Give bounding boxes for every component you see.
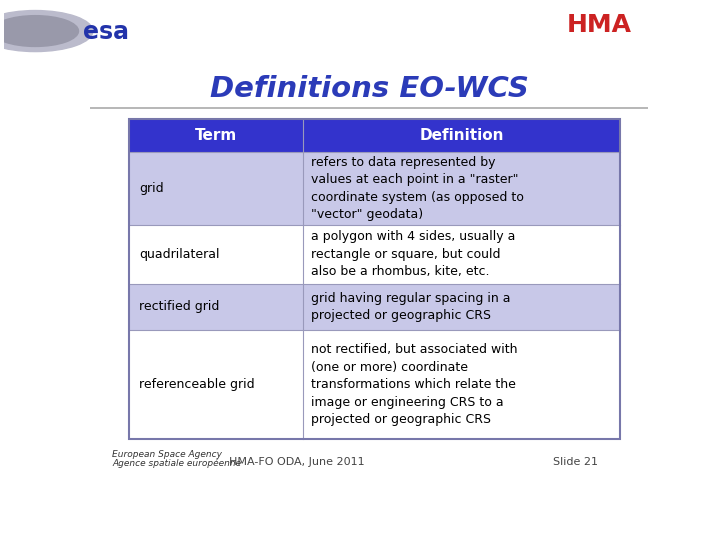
Text: Slide 21: Slide 21 [553,457,598,467]
Text: Definitions EO-WCS: Definitions EO-WCS [210,75,528,103]
Text: a polygon with 4 sides, usually a
rectangle or square, but could
also be a rhomb: a polygon with 4 sides, usually a rectan… [311,230,516,278]
Text: HMA-FO ODA, June 2011: HMA-FO ODA, June 2011 [229,457,364,467]
Text: grid: grid [139,182,163,195]
Text: rectified grid: rectified grid [139,300,220,313]
Text: not rectified, but associated with
(one or more) coordinate
transformations whic: not rectified, but associated with (one … [311,343,518,426]
Bar [129,119,620,439]
Circle shape [0,16,78,46]
Text: European Space Agency: European Space Agency [112,450,222,460]
Text: Agence spatiale européenne: Agence spatiale européenne [112,458,241,468]
Text: refers to data represented by
values at each point in a "raster"
coordinate syst: refers to data represented by values at … [311,156,524,221]
Text: HMA: HMA [567,13,632,37]
Bar [129,152,620,225]
Bar [129,119,620,152]
Bar [129,284,620,330]
Text: Term: Term [195,128,238,143]
Bar [129,225,620,284]
Bar [129,330,620,439]
Text: referenceable grid: referenceable grid [139,378,255,391]
Text: grid having regular spacing in a
projected or geographic CRS: grid having regular spacing in a project… [311,292,510,322]
Text: Definition: Definition [420,128,504,143]
Text: esa: esa [83,20,129,44]
Circle shape [0,10,93,51]
Text: quadrilateral: quadrilateral [139,248,220,261]
